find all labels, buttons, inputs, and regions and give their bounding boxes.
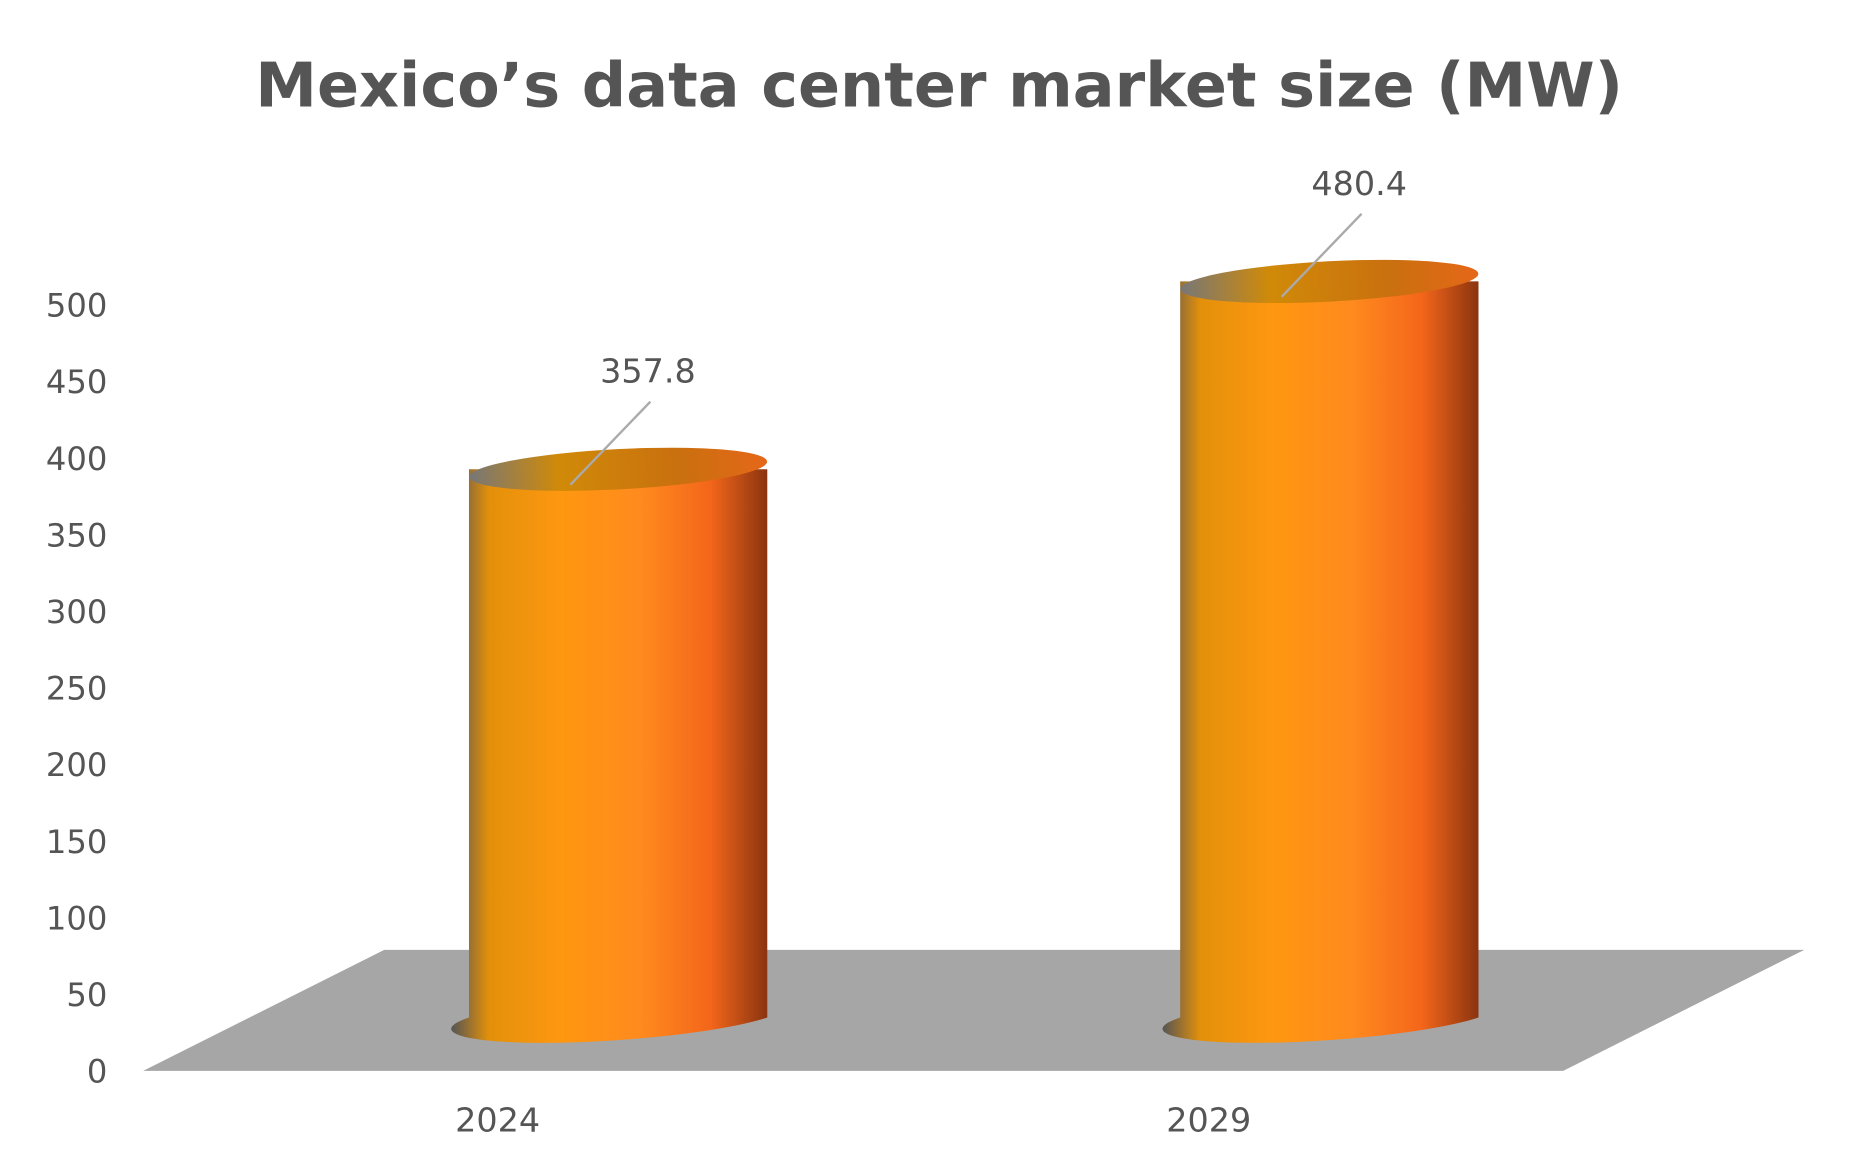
bar-top <box>469 447 768 491</box>
bar-body <box>451 469 768 1043</box>
bar-2029: 480.4 <box>1162 164 1479 1043</box>
y-tick-label: 100 <box>46 900 107 938</box>
x-tick-label: 2024 <box>455 1100 540 1139</box>
y-tick-label: 250 <box>46 670 107 708</box>
y-tick-label: 350 <box>46 517 107 555</box>
data-label: 480.4 <box>1311 164 1407 203</box>
y-tick-label: 300 <box>46 593 107 631</box>
y-tick-label: 500 <box>46 287 107 325</box>
y-tick-label: 450 <box>46 363 107 401</box>
y-tick-label: 0 <box>87 1053 108 1091</box>
leader-line <box>1280 213 1363 298</box>
bar-body <box>1162 281 1479 1043</box>
y-tick-label: 400 <box>46 440 107 478</box>
chart-title: Mexico’s data center market size (MW) <box>255 50 1623 122</box>
data-label: 357.8 <box>600 352 696 391</box>
leader-line <box>569 400 652 486</box>
bar-2024: 357.8 <box>451 352 768 1043</box>
x-tick-label: 2029 <box>1166 1100 1251 1139</box>
y-tick-label: 50 <box>66 976 107 1014</box>
y-tick-label: 200 <box>46 746 107 784</box>
chart-floor <box>143 949 1805 1071</box>
y-tick-label: 150 <box>46 823 107 861</box>
bar-top <box>1180 259 1479 304</box>
